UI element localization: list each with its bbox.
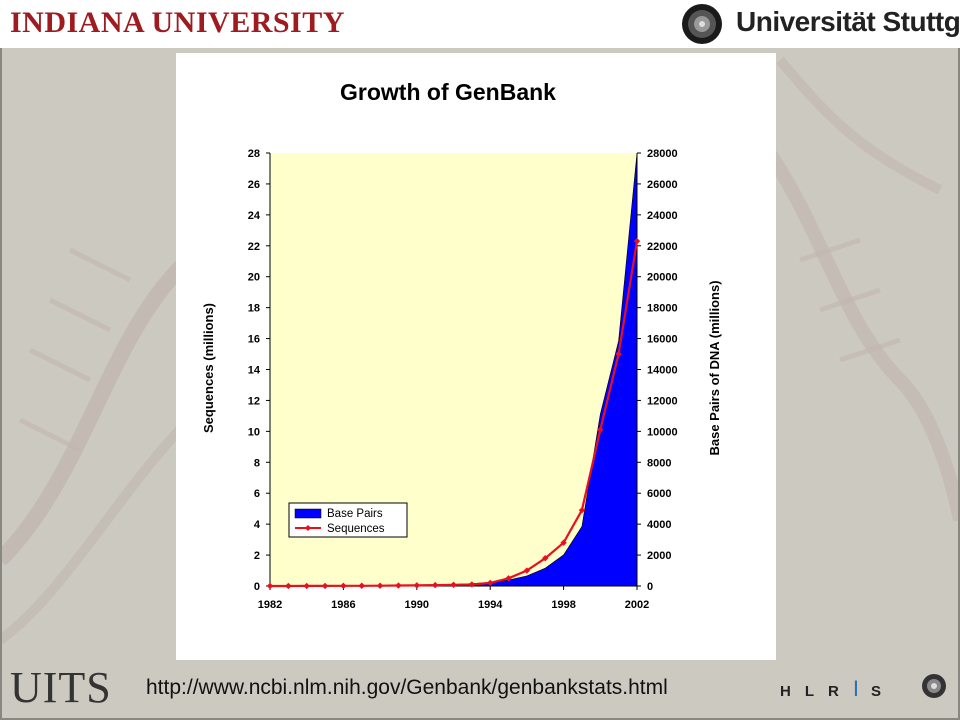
legend-box <box>288 502 408 538</box>
y-left-tick-label: 2 <box>254 550 260 562</box>
y-right-tick-label: 28000 <box>647 148 678 160</box>
hlrs-letter-l: L <box>804 683 829 700</box>
y-left-tick-label: 26 <box>248 179 260 191</box>
sequences-point <box>395 582 402 589</box>
y-left-tick-label: 4 <box>254 519 261 531</box>
hlrs-logo: HLRIS <box>780 672 950 704</box>
x-tick-label: 1990 <box>405 599 429 611</box>
sequences-point <box>285 582 292 590</box>
indiana-university-logo: INDIANA UNIVERSITY <box>10 6 345 39</box>
x-tick-label: 1998 <box>551 599 575 611</box>
sequences-point <box>413 582 420 589</box>
hlrs-letter-r: R <box>828 683 853 700</box>
y-right-tick-label: 22000 <box>647 241 678 253</box>
y-left-tick-label: 28 <box>248 148 260 160</box>
y-left-tick-label: 6 <box>254 488 260 500</box>
x-tick-label: 1982 <box>258 599 282 611</box>
y-right-tick-label: 10000 <box>647 426 678 438</box>
sequences-point <box>523 567 531 574</box>
sequences-point <box>321 582 329 590</box>
y-right-tick-label: 24000 <box>647 210 678 222</box>
universitat-stuttgart-logo: Universität Stuttgart <box>676 2 960 46</box>
chart-title: Growth of GenBank <box>340 79 556 105</box>
y-left-tick-label: 18 <box>248 303 260 315</box>
y-right-tick-label: 12000 <box>647 395 678 407</box>
stuttgart-logo-text: Universität Stuttgart <box>736 6 960 37</box>
sequences-point <box>358 582 365 589</box>
source-url-link[interactable]: http://www.ncbi.nlm.nih.gov/Genbank/genb… <box>146 676 668 699</box>
sequences-point <box>340 582 347 590</box>
sequences-point <box>633 237 641 245</box>
uits-logo: UITS <box>10 663 112 712</box>
legend-base-pairs-label: Base Pairs <box>327 508 383 520</box>
y-right-tick-label: 4000 <box>647 519 671 531</box>
y-left-tick-label: 0 <box>254 581 260 593</box>
hlrs-letter-i: I <box>852 676 871 701</box>
legend-sequences-label: Sequences <box>327 523 385 535</box>
y-axis-left-label: Sequences (millions) <box>201 303 216 433</box>
y-right-tick-label: 6000 <box>647 488 671 500</box>
sequences-point <box>431 581 439 589</box>
hlrs-emblem-icon <box>922 674 946 698</box>
x-tick-label: 2002 <box>625 599 649 611</box>
header-bar: INDIANA UNIVERSITY Universität Stuttgart <box>0 0 960 48</box>
sequences-point <box>303 582 310 590</box>
sequences-point <box>468 581 476 588</box>
x-tick-label: 1986 <box>331 599 355 611</box>
y-right-tick-label: 16000 <box>647 334 678 346</box>
sequences-point <box>542 554 549 562</box>
x-tick-label: 1994 <box>478 599 503 611</box>
y-left-tick-label: 20 <box>248 272 260 284</box>
chart-panel: Growth of GenBank 0 2 4 6 8 10 12 14 16 18 20 22 24 2… <box>176 53 776 660</box>
y-right-tick-label: 2000 <box>647 550 671 562</box>
sequences-point <box>450 581 457 588</box>
hlrs-letter-s: S <box>870 683 895 700</box>
sequences-point <box>376 582 384 589</box>
y-right-tick-label: 20000 <box>647 272 678 284</box>
sequences-point <box>487 579 494 587</box>
y-right-tick-label: 0 <box>647 581 653 593</box>
y-right-tick-label: 14000 <box>647 365 678 377</box>
y-left-tick-label: 10 <box>248 426 260 438</box>
sequences-point <box>266 582 274 590</box>
genbank-growth-chart: Growth of GenBank 0246810121416182022242… <box>201 79 722 611</box>
y-axis-right-label: Base Pairs of DNA (millions) <box>707 280 722 455</box>
sequences-point <box>505 575 512 582</box>
hlrs-logo-text: HLRIS <box>780 676 895 702</box>
sequences-point <box>615 350 622 358</box>
stuttgart-emblem-icon <box>682 4 722 44</box>
legend-sequences-marker <box>305 525 311 531</box>
hlrs-letter-h: H <box>780 683 805 700</box>
y-left-tick-label: 16 <box>248 334 260 346</box>
legend-base-pairs-swatch <box>294 508 322 519</box>
y-left-tick-label: 12 <box>248 395 260 407</box>
y-left-tick-label: 24 <box>248 210 261 222</box>
y-right-tick-label: 26000 <box>647 179 678 191</box>
y-left-tick-label: 22 <box>248 241 260 253</box>
y-left-tick-label: 8 <box>254 457 260 469</box>
y-right-tick-label: 18000 <box>647 303 678 315</box>
y-right-tick-label: 8000 <box>647 457 671 469</box>
y-left-tick-label: 14 <box>248 365 261 377</box>
